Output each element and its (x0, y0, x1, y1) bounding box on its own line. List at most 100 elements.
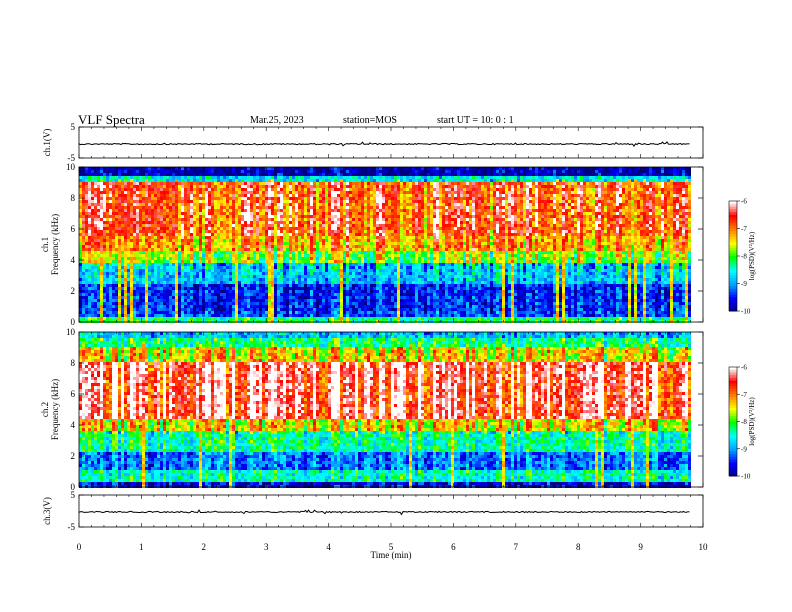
spectrogram-cell (175, 182, 178, 185)
spectrogram-cell (322, 179, 325, 182)
spectrogram-cell (175, 257, 178, 260)
spectrogram-cell (97, 185, 100, 188)
spectrogram-cell (292, 263, 295, 266)
spectrogram-cell (346, 266, 349, 269)
spectrogram-cell (169, 293, 172, 296)
spectrogram-cell (124, 269, 127, 272)
spectrogram-cell (259, 236, 262, 239)
spectrogram-cell (190, 308, 193, 311)
spectrogram-cell (193, 185, 196, 188)
spectrogram-cell (280, 191, 283, 194)
spectrogram-cell (337, 296, 340, 299)
spectrogram-cell (334, 173, 337, 176)
spectrogram-cell (277, 254, 280, 257)
spectrogram-cell (349, 245, 352, 248)
spectrogram-cell (334, 281, 337, 284)
spectrogram-cell (340, 173, 343, 176)
spectrogram-cell (343, 167, 346, 170)
spectrogram-cell (199, 257, 202, 260)
spectrogram-cell (235, 254, 238, 257)
spectrogram-cell (358, 281, 361, 284)
spectrogram-cell (229, 242, 232, 245)
spectrogram-cell (217, 284, 220, 287)
spectrogram-cell (199, 290, 202, 293)
spectrogram-cell (85, 173, 88, 176)
spectrogram-cell (133, 221, 136, 224)
spectrogram-cell (304, 278, 307, 281)
spectrogram-cell (157, 170, 160, 173)
spectrogram-cell (157, 320, 160, 323)
spectrogram-cell (217, 179, 220, 182)
spectrogram-cell (169, 221, 172, 224)
spectrogram-cell (187, 194, 190, 197)
spectrogram-cell (358, 299, 361, 302)
spectrogram-cell (148, 236, 151, 239)
spectrogram-cell (337, 317, 340, 320)
spectrogram-cell (79, 206, 82, 209)
spectrogram-cell (316, 251, 319, 254)
spectrogram-cell (271, 284, 274, 287)
spectrogram-cell (130, 299, 133, 302)
spectrogram-cell (106, 230, 109, 233)
spectrogram-cell (268, 314, 271, 317)
spectrogram-cell (163, 197, 166, 200)
spectrogram-cell (226, 182, 229, 185)
spectrogram-cell (286, 260, 289, 263)
spectrogram-cell (136, 230, 139, 233)
spectrogram-cell (232, 308, 235, 311)
spectrogram-cell (328, 179, 331, 182)
spectrogram-cell (157, 314, 160, 317)
spectrogram-cell (154, 317, 157, 320)
spectrogram-cell (145, 287, 148, 290)
spectrogram-cell (283, 314, 286, 317)
spectrogram-cell (139, 290, 142, 293)
spectrogram-cell (163, 272, 166, 275)
spectrogram-cell (244, 182, 247, 185)
spectrogram-cell (268, 182, 271, 185)
spectrogram-cell (328, 254, 331, 257)
spectrogram-cell (253, 296, 256, 299)
spectrogram-cell (349, 314, 352, 317)
spectrogram-cell (331, 179, 334, 182)
spectrogram-cell (217, 230, 220, 233)
spectrogram-cell (304, 314, 307, 317)
spectrogram-cell (112, 242, 115, 245)
spectrogram-cell (181, 260, 184, 263)
spectrogram-cell (343, 284, 346, 287)
spectrogram-cell (301, 263, 304, 266)
spectrogram-cell (283, 188, 286, 191)
spectrogram-cell (106, 215, 109, 218)
spectrogram-cell (100, 182, 103, 185)
spectrogram-cell (283, 275, 286, 278)
spectrogram-cell (181, 176, 184, 179)
spectrogram-cell (244, 167, 247, 170)
spectrogram-cell (169, 242, 172, 245)
spectrogram-cell (205, 314, 208, 317)
spectrogram-cell (223, 254, 226, 257)
spectrogram-cell (343, 194, 346, 197)
spectrogram-cell (181, 281, 184, 284)
spectrogram-cell (268, 221, 271, 224)
spectrogram-cell (91, 230, 94, 233)
spectrogram-cell (250, 242, 253, 245)
spectrogram-cell (289, 230, 292, 233)
spectrogram-cell (133, 245, 136, 248)
spectrogram-cell (271, 305, 274, 308)
spectrogram-cell (193, 257, 196, 260)
spectrogram-cell (274, 182, 277, 185)
spectrogram-cell (109, 266, 112, 269)
spectrogram-cell (340, 233, 343, 236)
spectrogram-cell (313, 248, 316, 251)
spectrogram-cell (226, 254, 229, 257)
spectrogram-cell (163, 311, 166, 314)
spectrogram-cell (124, 203, 127, 206)
spectrogram-cell (118, 188, 121, 191)
spectrogram-cell (127, 212, 130, 215)
spectrogram-cell (301, 242, 304, 245)
spectrogram-cell (358, 278, 361, 281)
spectrogram-cell (178, 299, 181, 302)
spectrogram-cell (325, 269, 328, 272)
spectrogram-cell (295, 320, 298, 323)
spectrogram-cell (172, 215, 175, 218)
spectrogram-cell (208, 284, 211, 287)
